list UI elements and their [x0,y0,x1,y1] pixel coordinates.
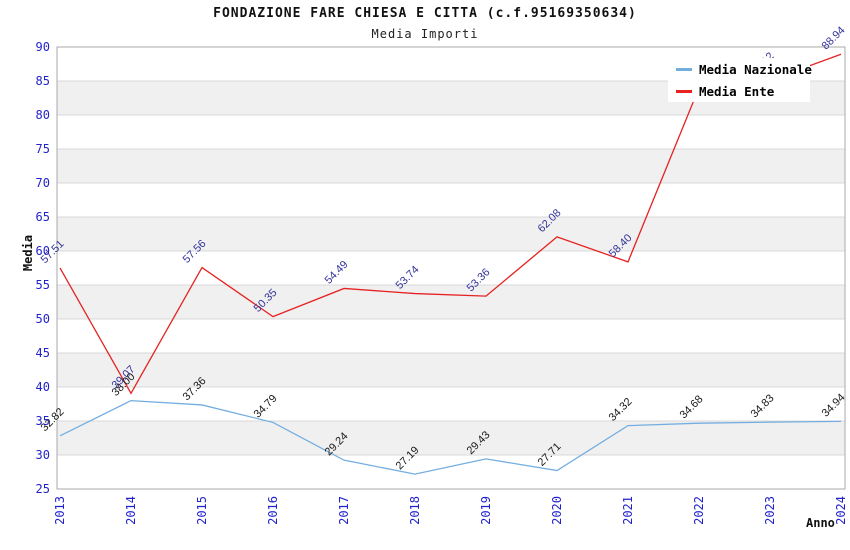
series-line-media-nazionale [59,399,842,475]
y-axis-title: Media [21,234,35,272]
x-tick-label: 2014 [124,496,138,525]
data-label: 34.32 [607,396,635,424]
y-tick-label: 50 [36,312,50,326]
y-tick-label: 90 [36,40,50,54]
chart-subtitle: Media Importi [371,27,479,41]
y-tick-label: 85 [36,74,50,88]
legend-swatch-blue [676,67,692,71]
x-tick-label: 2016 [266,496,280,525]
y-tick-label: 75 [36,142,50,156]
legend-item-media-ente: Media Ente [668,82,810,100]
x-tick-label: 2021 [621,496,635,525]
y-tick-label: 40 [36,380,50,394]
x-tick-label: 2018 [408,496,422,525]
x-tick-label: 2023 [763,496,777,525]
y-tick-label: 80 [36,108,50,122]
x-tick-label: 2015 [195,496,209,525]
x-axis-title: Anno [806,516,835,530]
data-label: 34.68 [678,393,706,421]
x-tick-label: 2017 [337,496,351,525]
plot-border [56,46,846,490]
x-tick-label: 2020 [550,496,564,525]
grid-band [57,149,845,183]
data-label: 34.94 [820,392,848,420]
x-tick-label: 2013 [53,496,67,525]
data-label: 34.83 [749,392,777,420]
data-label: 88.94 [820,24,848,52]
data-label: 54.49 [323,259,351,287]
y-tick-label: 25 [36,482,50,496]
legend-item-media-nazionale: Media Nazionale [668,60,812,78]
grid-band [57,421,845,455]
y-tick-label: 70 [36,176,50,190]
chart-title: FONDAZIONE FARE CHIESA E CITTA (c.f.9516… [213,6,637,21]
y-tick-label: 55 [36,278,50,292]
legend-swatch-red [676,89,692,93]
y-tick-label: 45 [36,346,50,360]
legend: Media Nazionale Media Ente [668,58,812,102]
x-tick-label: 2022 [692,496,706,525]
grid-band [57,217,845,251]
x-tick-label: 2019 [479,496,493,525]
y-tick-label: 60 [36,244,50,258]
y-tick-label: 30 [36,448,50,462]
legend-label: Media Ente [699,83,775,99]
x-tick-label: 2024 [834,496,848,525]
y-tick-label: 65 [36,210,50,224]
legend-label: Media Nazionale [699,61,812,77]
grid-band [57,353,845,387]
y-tick-label: 35 [36,414,50,428]
data-label: 34.79 [252,393,280,421]
